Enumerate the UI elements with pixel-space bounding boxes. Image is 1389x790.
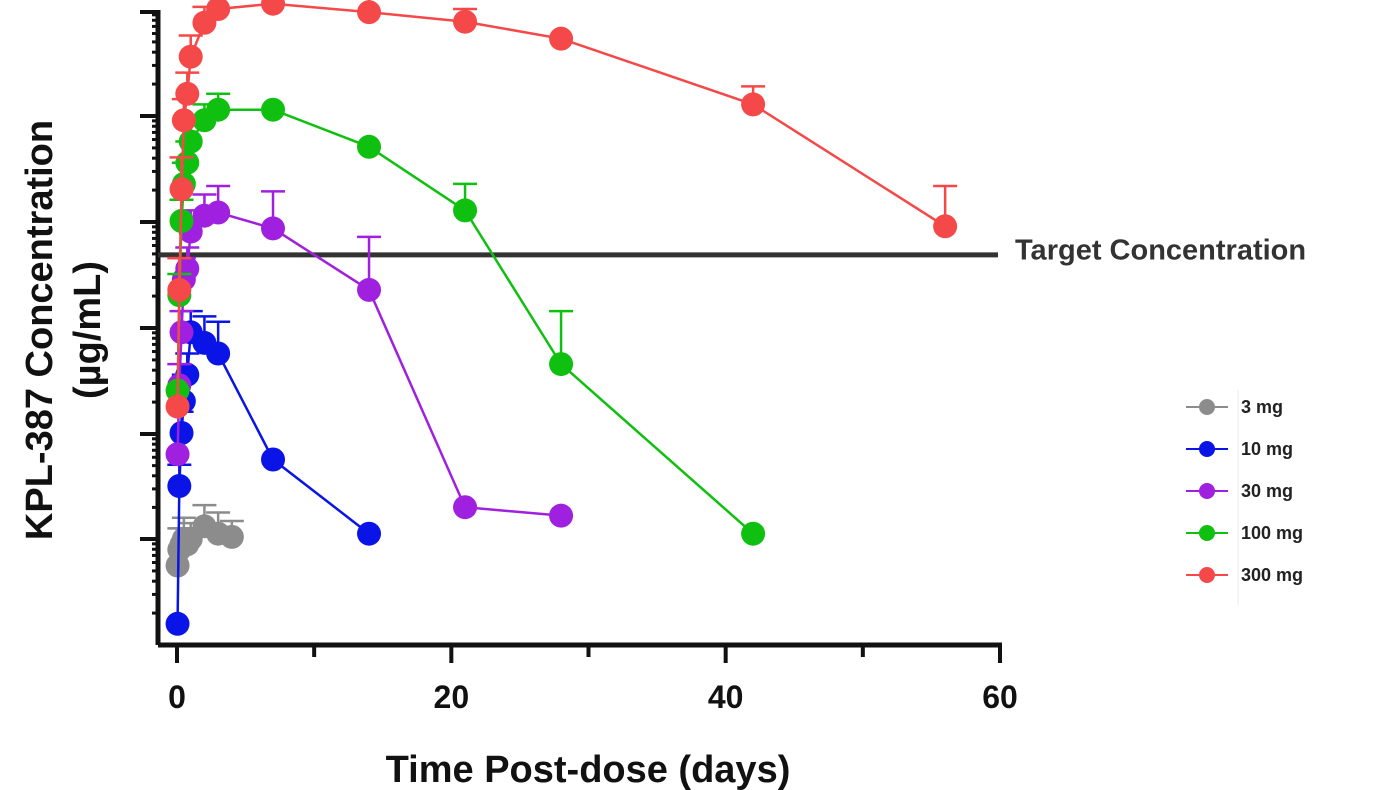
legend-swatch-dot [1199,525,1215,541]
data-point [171,108,196,133]
series-line [176,108,754,535]
data-point [206,0,231,21]
data-point [357,277,382,302]
data-point [261,216,286,241]
data-point [741,92,766,117]
x-tick-label: 0 [168,679,186,715]
data-point [549,503,574,528]
data-point [165,611,190,636]
data-point [175,150,200,175]
y-axis-title-line1: KPL-387 Concentration [19,120,61,540]
data-point [165,442,190,467]
data-point [357,134,382,159]
legend-item: 30 mg [1186,481,1293,501]
x-tick-label: 60 [982,679,1018,715]
legend-item: 100 mg [1186,523,1303,543]
data-point [175,81,200,106]
data-point [741,521,766,546]
axes: 0 20 40 60 [140,10,1018,715]
x-tick-label: 20 [434,679,470,715]
data-point [261,97,286,122]
series-line [176,329,370,624]
data-point [933,214,958,239]
series-300-mg [165,0,958,419]
data-point [165,394,190,419]
series-layer [165,0,958,636]
data-point [357,521,382,546]
data-point [206,97,231,122]
data-point [178,44,203,69]
legend-swatch-dot [1199,567,1215,583]
axis-labels: Time Post-dose (days) KPL-387 Concentrati… [19,120,790,790]
legend: 3 mg 10 mg 30 mg 100 mg 300 mg [1186,390,1303,605]
data-point [178,129,203,154]
data-point [261,0,286,16]
data-point [206,200,231,225]
data-point [453,495,478,520]
data-point [549,352,574,377]
data-point [219,524,244,549]
data-point [169,177,194,202]
legend-label: 3 mg [1241,397,1283,417]
data-point [169,320,194,345]
legend-item: 3 mg [1186,397,1283,417]
data-point [261,447,286,472]
data-point [357,0,382,25]
legend-swatch-dot [1199,399,1215,415]
x-axis-title: Time Post-dose (days) [386,749,791,790]
x-tick-label: 40 [708,679,744,715]
legend-label: 300 mg [1241,565,1303,585]
data-point [167,474,192,498]
data-point [453,198,478,223]
data-point [167,277,192,302]
legend-label: 30 mg [1241,481,1293,501]
data-point [453,9,478,34]
legend-item: 300 mg [1186,565,1303,585]
legend-label: 10 mg [1241,439,1293,459]
y-axis-title-line2: (µg/mL) [67,261,109,399]
series-100-mg [165,92,766,546]
legend-swatch-dot [1199,483,1215,499]
target-concentration-label: Target Concentration [1015,235,1306,267]
series-10-mg [165,309,382,636]
data-point [549,26,574,51]
legend-item: 10 mg [1186,439,1293,459]
legend-label: 100 mg [1241,523,1303,543]
target-concentration-layer: Target Concentration [158,235,1306,267]
legend-swatch-dot [1199,441,1215,457]
data-point [169,421,194,445]
data-point [206,341,231,366]
